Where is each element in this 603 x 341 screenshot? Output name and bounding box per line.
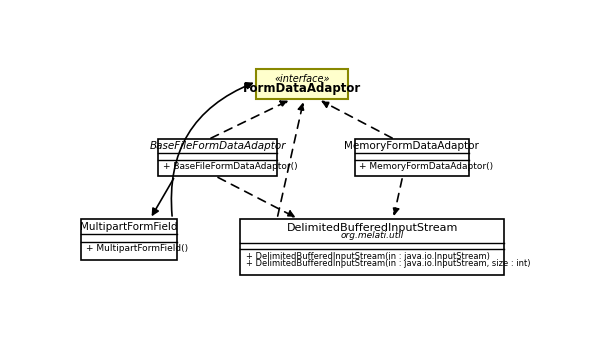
Bar xyxy=(256,69,347,99)
Text: + MemoryFormDataAdaptor(): + MemoryFormDataAdaptor() xyxy=(359,162,493,171)
Text: MemoryFormDataAdaptor: MemoryFormDataAdaptor xyxy=(344,142,479,151)
Text: BaseFileFormDataAdaptor: BaseFileFormDataAdaptor xyxy=(150,142,286,151)
FancyArrowPatch shape xyxy=(171,83,252,216)
Text: + DelimitedBufferedInputStream(in : java.io.InputStream): + DelimitedBufferedInputStream(in : java… xyxy=(245,252,490,261)
Text: «interface»: «interface» xyxy=(274,74,330,84)
Text: + MultipartFormField(): + MultipartFormField() xyxy=(86,244,188,253)
Text: DelimitedBufferedInputStream: DelimitedBufferedInputStream xyxy=(286,223,458,233)
Text: org.melati.util: org.melati.util xyxy=(341,232,404,240)
Text: + BaseFileFormDataAdaptor(): + BaseFileFormDataAdaptor() xyxy=(163,162,298,171)
Text: MultipartFormField: MultipartFormField xyxy=(80,222,178,232)
Text: FormDataAdaptor: FormDataAdaptor xyxy=(243,82,361,95)
Bar xyxy=(81,219,177,260)
Text: + DelimitedBufferedInputStream(in : java.io.InputStream, size : int): + DelimitedBufferedInputStream(in : java… xyxy=(245,259,530,268)
Bar xyxy=(355,139,469,176)
Bar xyxy=(159,139,277,176)
Bar xyxy=(240,219,504,275)
